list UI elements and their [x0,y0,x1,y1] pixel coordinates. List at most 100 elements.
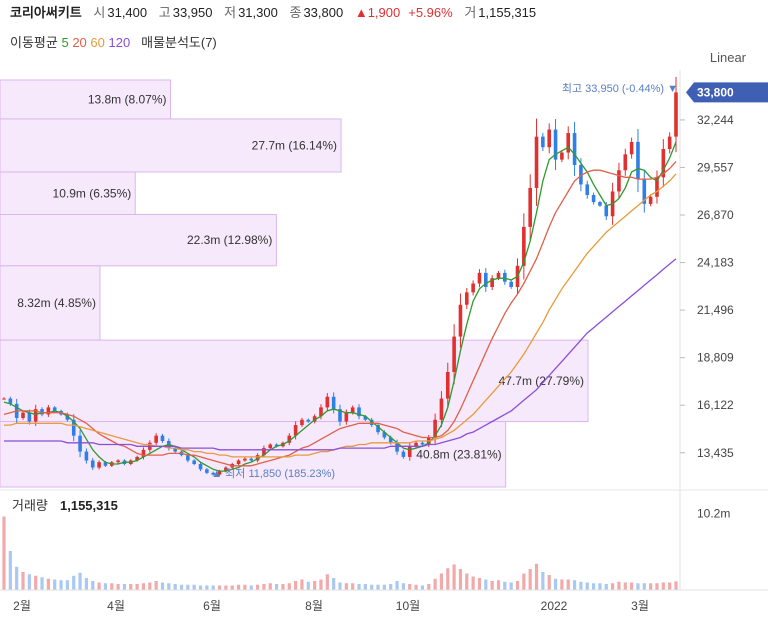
candle-body [211,472,216,475]
candle-body [553,129,558,160]
volume-bar [53,579,57,590]
candle-body [262,448,266,456]
volume-bar [503,581,507,590]
candle-body [293,425,298,436]
ma-20-line [3,160,677,467]
volume-bar [179,584,184,590]
volume-bar [186,584,190,590]
volume-bar [275,584,279,590]
candle-body [21,412,25,418]
candles [2,76,678,476]
candle-body [477,272,482,284]
volume-bar [167,583,171,590]
y-tick-label: 26,870 [697,208,734,222]
candle-body [585,184,590,196]
volume-bar [103,583,108,590]
volume-bar [135,584,139,590]
candle-body [350,407,355,413]
volume-bar [591,583,596,590]
ma-60-label: 60 [90,35,105,50]
volume-bar [674,581,678,590]
stock-name[interactable]: 코리아써키트 [10,5,82,20]
volume-bar [357,584,361,590]
candle-body [648,196,653,204]
volume-bar [116,584,120,590]
max-price-annotation: 최고 33,950 (-0.44%) ▼ [562,82,678,95]
candle-body [376,425,380,433]
volume-profile-label: 10.9m (6.35%) [53,186,132,200]
volume-bar [611,583,615,590]
volume-profile-bar [0,213,277,267]
candle-body [604,205,609,217]
volume-bar [477,578,482,590]
volume-bar [452,564,456,590]
indicator-bar: 이동평균 5 20 60 120 매물분석도(7) [10,32,217,51]
candle-body [629,141,634,155]
volume-profile-label: 22.3m (12.98%) [187,233,272,247]
volume-bar [217,585,222,590]
volume-bar [300,579,304,590]
candle-body [338,409,342,422]
candle-body [382,432,387,438]
candle-body [52,407,57,411]
volume-label: 거 [464,5,477,20]
close-label: 종 [289,5,302,20]
volume-bar [338,582,342,590]
volume-bar [294,581,298,590]
volume-bar [579,581,583,590]
volume-bar [490,581,494,590]
volume-profile-label: 47.7m (27.79%) [499,374,584,388]
volume-bar [623,582,627,590]
candle-body [363,416,368,420]
volume-bar [141,583,146,590]
candle-body [395,442,399,452]
candle-body [598,202,602,206]
low-label: 저 [224,5,237,20]
volume-analysis-label[interactable]: 매물분석도(7) [141,35,217,50]
volume-profile-bar [0,79,172,120]
scale-mode-button[interactable]: Linear [709,50,746,65]
x-tick-label: 4월 [107,599,125,613]
volume-bar [243,584,247,590]
volume-bar [2,516,6,590]
candle-body [103,462,108,466]
volume-bar [230,585,234,590]
candle-body [287,435,292,443]
y-tick-label: 21,496 [697,303,734,317]
volume-bar [110,583,114,590]
volume-bar [148,582,152,590]
volume-bar [236,584,241,590]
candle-body [522,226,526,266]
volume-panel-value: 1,155,315 [60,498,118,513]
volume-bar [211,585,215,590]
candle-body [331,396,336,410]
candle-body [33,409,38,422]
volume-bar [325,574,329,590]
candle-body [325,396,330,408]
volume-bar [496,580,501,590]
volume-bar [522,573,526,590]
volume-profile-label: 13.8m (8.07%) [88,92,167,106]
volume-profile-bar [0,118,342,173]
candle-body [414,442,418,447]
candle-body [243,458,247,461]
volume-bar [630,582,634,590]
min-price-annotation: ▲ 최저 11,850 (185.23%) [211,467,335,480]
x-tick-label: 3월 [631,599,649,613]
candle-body [642,179,647,204]
volume-bar [604,584,608,590]
moving-average-label[interactable]: 이동평균 [10,35,58,50]
open-value: 31,400 [107,5,148,20]
ma-20-label: 20 [72,35,87,50]
candle-body [433,419,437,438]
volume-bar [59,580,63,590]
volume-bar [541,572,545,590]
volume-profile: 13.8m (8.07%) 27.7m (16.14%) 10.9m (6.35%)… [0,79,589,488]
candle-body [445,371,450,399]
candle-body [439,398,444,420]
ma-120-label: 120 [108,35,131,50]
volume-bar [332,578,336,590]
volume-bar [27,574,31,590]
